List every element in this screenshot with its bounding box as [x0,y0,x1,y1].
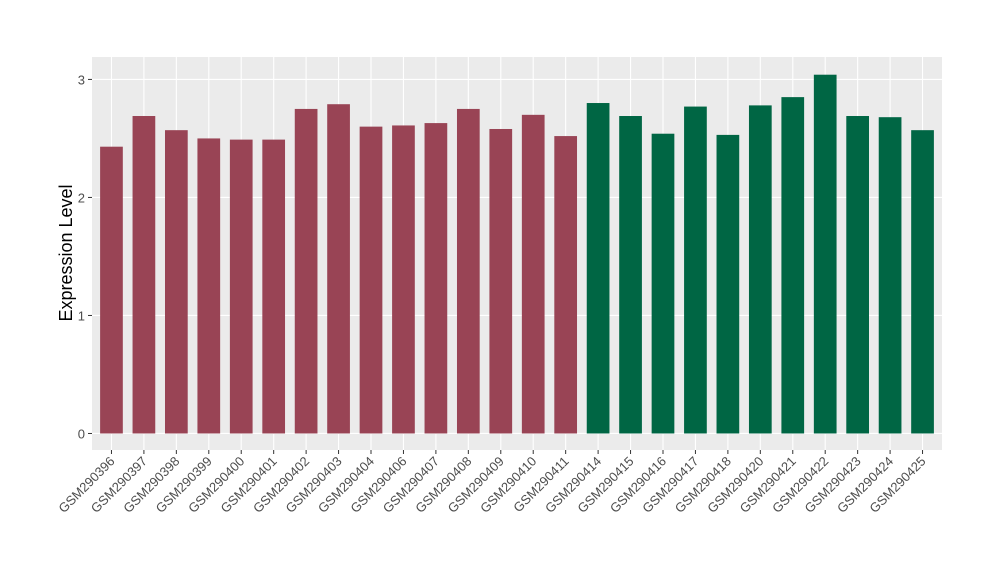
bar [456,108,480,434]
bar [392,125,415,434]
bar [197,138,221,434]
bar [164,130,188,434]
bar [327,104,350,434]
bar [294,108,318,434]
bar [262,139,286,434]
bar [813,74,837,434]
bar [359,126,383,434]
bar [878,117,902,434]
bar [684,106,707,434]
y-axis-title: Expression Level [56,184,76,321]
y-tick-label: 0 [78,426,85,441]
bar [489,128,513,434]
bar [586,103,610,434]
bar [748,105,772,434]
bar [424,123,448,434]
bar [716,134,740,434]
y-tick-label: 2 [78,190,85,205]
bar [521,114,545,434]
bar [651,133,675,434]
y-tick-label: 1 [78,308,85,323]
y-tick-label: 3 [78,72,85,87]
bar [911,130,934,434]
bar [619,116,642,434]
bar [846,116,870,434]
bar [100,146,123,434]
bar [554,136,578,434]
bar [229,139,253,434]
bar [132,116,156,434]
bar [781,97,805,434]
